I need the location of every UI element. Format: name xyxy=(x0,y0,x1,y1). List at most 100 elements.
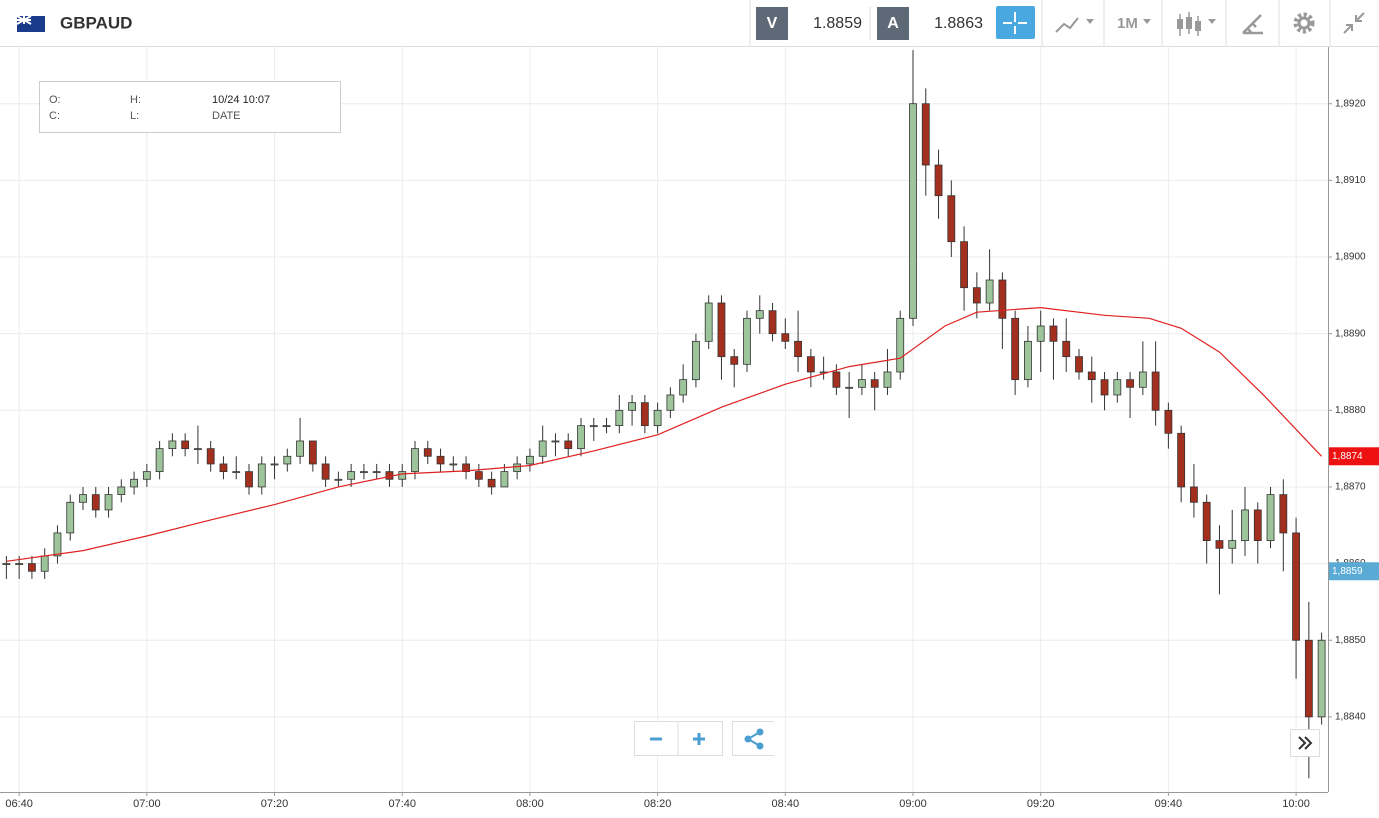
crosshair-button[interactable] xyxy=(996,6,1035,39)
candle-body xyxy=(794,340,802,358)
bid-box[interactable] xyxy=(756,7,788,40)
candle-body xyxy=(104,494,113,511)
info-label: C: xyxy=(49,110,60,122)
candle-body xyxy=(1049,325,1058,342)
candle xyxy=(768,302,777,342)
candle xyxy=(168,433,177,457)
ask-value: 1.8863 xyxy=(934,15,983,32)
candle-body xyxy=(449,463,458,466)
candle-body xyxy=(53,532,62,557)
timeframe[interactable]: 1M xyxy=(1117,15,1138,32)
candle-body xyxy=(526,455,534,465)
scroll-end-button[interactable] xyxy=(1290,729,1320,757)
crosshair-icon xyxy=(1003,12,1027,34)
candle xyxy=(257,456,266,495)
info-label: O: xyxy=(49,94,61,106)
candle xyxy=(628,394,636,426)
price-tag xyxy=(1329,447,1379,466)
candle-body xyxy=(730,356,739,365)
candle-body xyxy=(972,287,981,304)
candle-body xyxy=(181,440,190,450)
candle-body xyxy=(960,241,968,289)
candle-type-icon xyxy=(1186,17,1192,29)
candle-body xyxy=(1164,409,1173,434)
zoom-in[interactable] xyxy=(693,733,705,745)
candle xyxy=(704,295,713,349)
candle xyxy=(883,348,892,395)
candle-body xyxy=(1228,540,1237,549)
candle xyxy=(1292,517,1300,679)
candle-body xyxy=(436,455,445,465)
x-tick-label: 06:40 xyxy=(5,798,33,810)
x-tick-label: 10:00 xyxy=(1282,798,1310,810)
dropdown-arrow xyxy=(1143,19,1151,24)
candle-body xyxy=(1253,509,1262,542)
candle xyxy=(334,471,343,487)
candle-body xyxy=(1279,494,1288,534)
share-icon xyxy=(756,728,764,736)
candle-body xyxy=(743,317,751,365)
candle xyxy=(858,364,866,395)
candle xyxy=(653,402,662,434)
candle xyxy=(1100,371,1109,411)
candle xyxy=(66,494,75,541)
candle xyxy=(1215,525,1224,595)
candle xyxy=(934,149,943,219)
candle xyxy=(194,425,202,464)
candle-body xyxy=(1304,639,1313,718)
candle-body xyxy=(768,310,777,335)
candle-body xyxy=(934,164,943,197)
candle xyxy=(1164,402,1173,449)
y-tick-label: 1,8900 xyxy=(1335,252,1366,263)
candle xyxy=(1228,509,1237,564)
candle xyxy=(308,440,317,472)
y-tick-label: 1,8850 xyxy=(1335,635,1366,646)
candle-body xyxy=(896,317,905,373)
settings-icon[interactable] xyxy=(1293,12,1315,34)
candle xyxy=(679,364,688,403)
candle xyxy=(2,555,11,579)
candle-body xyxy=(998,279,1007,319)
share-button[interactable] xyxy=(732,721,775,756)
candle xyxy=(155,440,164,480)
candle-body xyxy=(257,463,266,488)
candle xyxy=(347,463,356,487)
candle-body xyxy=(347,471,356,480)
candle xyxy=(436,448,445,472)
candle xyxy=(602,417,611,434)
candle xyxy=(551,433,560,457)
candle-body xyxy=(666,394,675,411)
candle-body xyxy=(806,356,815,373)
candle-body xyxy=(474,471,483,480)
candle xyxy=(360,463,368,480)
candle-body xyxy=(755,310,764,319)
candle-body xyxy=(628,402,636,411)
x-tick-label: 07:20 xyxy=(261,798,289,810)
candle-body xyxy=(832,371,841,388)
candle-body xyxy=(79,494,87,503)
indicator-icon[interactable] xyxy=(1055,17,1079,33)
candle-body xyxy=(947,195,956,243)
draw-icon[interactable] xyxy=(1242,14,1263,35)
ask-label: A xyxy=(887,15,899,32)
candle-type-icon xyxy=(1177,19,1183,29)
collapse-icon[interactable] xyxy=(1343,12,1365,34)
y-tick-label: 1,8890 xyxy=(1335,328,1366,339)
candle-body xyxy=(615,409,624,427)
x-tick-label: 09:20 xyxy=(1027,798,1055,810)
candle xyxy=(1049,318,1058,380)
ask-box[interactable] xyxy=(877,7,909,40)
candle-body xyxy=(845,386,854,389)
y-tick-label: 1,8870 xyxy=(1335,482,1366,493)
candle xyxy=(462,456,470,480)
candle-body xyxy=(909,103,917,319)
candle-body xyxy=(1138,371,1147,388)
candle-body xyxy=(692,340,700,381)
info-box: O: H: 10/24 10:07 C: L: DATE xyxy=(39,81,341,133)
candle-body xyxy=(1202,501,1211,542)
candle xyxy=(398,463,407,487)
candle xyxy=(845,371,854,418)
candle xyxy=(423,440,432,464)
candle xyxy=(1011,310,1020,395)
candle-body xyxy=(717,302,726,358)
